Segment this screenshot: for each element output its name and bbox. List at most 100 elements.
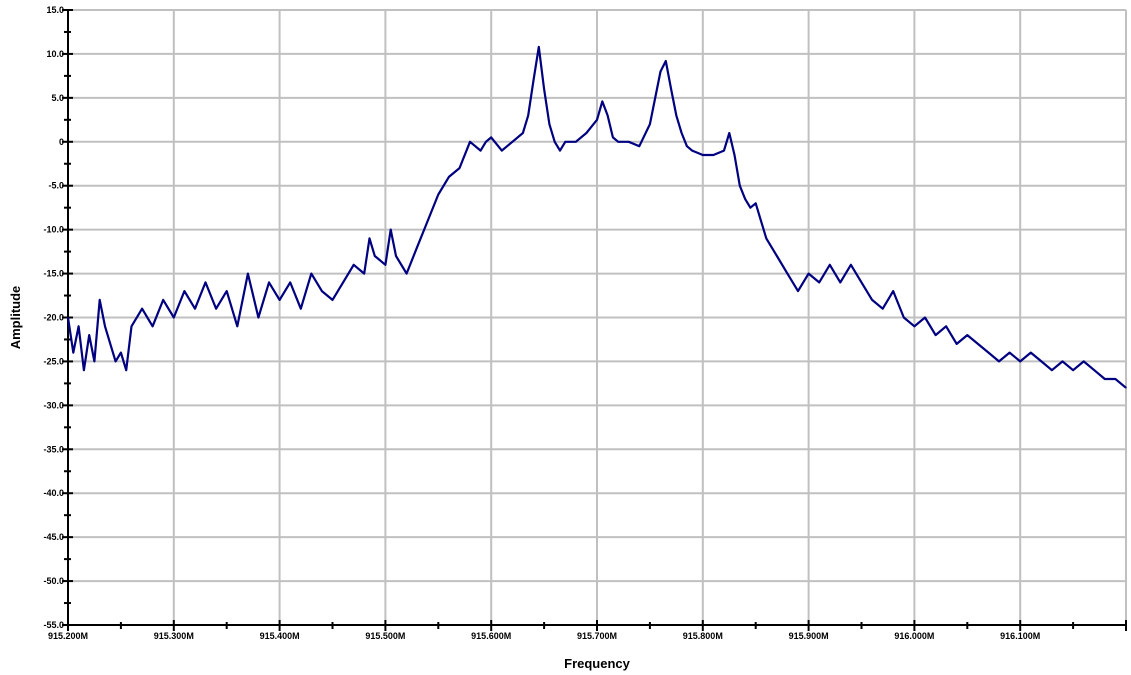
data-point — [99, 299, 101, 301]
data-point — [977, 343, 979, 345]
data-point — [384, 264, 386, 266]
data-point — [268, 281, 270, 283]
data-point — [104, 325, 106, 327]
data-point — [860, 281, 863, 283]
data-point — [606, 114, 609, 117]
y-tick-label: -40.0 — [43, 488, 64, 498]
data-point — [1104, 378, 1106, 380]
data-point — [125, 369, 127, 371]
data-point — [945, 325, 947, 327]
data-point — [1009, 352, 1011, 354]
data-point — [913, 325, 916, 327]
data-point — [109, 343, 111, 345]
data-point — [723, 149, 725, 152]
data-point — [1072, 369, 1074, 371]
data-point — [850, 264, 852, 266]
x-tick-labels: 915.200M 915.300M 915.400M 915.500M 915.600M… — [48, 631, 1040, 641]
data-point — [649, 123, 651, 125]
y-tick-label: -30.0 — [43, 400, 64, 410]
data-point — [226, 290, 228, 292]
x-tick-label: 916.000M — [894, 631, 934, 641]
data-point — [765, 237, 767, 240]
data-point — [390, 229, 392, 231]
data-point — [448, 176, 450, 178]
data-point — [903, 316, 905, 319]
data-point — [480, 149, 482, 152]
x-tick-label: 915.900M — [789, 631, 829, 641]
y-tick-labels: 15.0 10.0 5.0 0 -5.0 -10.0 -15.0 -20.0 -25.0 -30.… — [43, 5, 64, 630]
data-point — [204, 281, 207, 283]
data-point — [331, 299, 334, 301]
data-point — [173, 316, 175, 319]
data-point — [596, 119, 598, 121]
data-point — [564, 141, 566, 143]
data-point — [670, 88, 672, 90]
data-point — [712, 154, 714, 156]
data-point — [247, 272, 249, 275]
data-point — [72, 352, 74, 354]
data-point — [236, 325, 238, 327]
data-point — [601, 100, 603, 102]
grid — [67, 9, 1127, 626]
data-point — [374, 255, 376, 257]
series-line — [66, 45, 1127, 389]
y-tick-label: -5.0 — [48, 181, 64, 191]
x-tick-label: 915.600M — [471, 631, 511, 641]
data-point — [88, 334, 90, 336]
data-point — [115, 360, 117, 363]
tick-marks — [62, 9, 1127, 631]
data-point — [120, 352, 122, 354]
data-point — [966, 334, 968, 336]
data-point — [289, 281, 291, 283]
data-point — [755, 202, 757, 204]
data-point — [363, 272, 365, 275]
x-axis-title: Frequency — [564, 656, 631, 671]
data-point — [934, 334, 937, 336]
data-point — [638, 145, 640, 147]
x-tick-label: 916.100M — [1000, 631, 1040, 641]
data-point — [511, 141, 513, 143]
data-point — [1030, 352, 1032, 354]
y-tick-label: -55.0 — [43, 620, 64, 630]
data-point — [321, 290, 323, 292]
data-point — [659, 70, 662, 73]
x-tick-label: 915.800M — [683, 631, 723, 641]
data-point — [617, 141, 619, 143]
y-axis-title: Amplitude — [8, 286, 23, 350]
data-point — [1051, 369, 1053, 371]
y-tick-label: 5.0 — [51, 93, 64, 103]
data-point — [77, 325, 80, 327]
data-point — [786, 272, 789, 275]
data-point — [686, 145, 688, 147]
x-tick-label: 915.700M — [577, 631, 617, 641]
data-point — [141, 308, 143, 310]
y-tick-label: 10.0 — [46, 49, 64, 59]
data-point — [395, 255, 397, 257]
data-point — [532, 79, 535, 81]
y-tick-label: 0 — [59, 137, 64, 147]
y-tick-label: -35.0 — [43, 444, 64, 454]
data-point — [501, 149, 503, 152]
y-tick-label: -15.0 — [43, 269, 64, 279]
data-point — [665, 60, 667, 62]
data-point — [368, 237, 371, 240]
data-point — [1083, 360, 1085, 363]
data-point — [760, 220, 762, 222]
data-point — [427, 220, 429, 222]
data-point — [871, 299, 873, 301]
data-point — [538, 46, 540, 48]
x-tick-label: 915.300M — [154, 631, 194, 641]
data-point — [612, 136, 614, 138]
y-tick-label: -10.0 — [43, 225, 64, 235]
data-point — [559, 149, 561, 152]
y-tick-label: -45.0 — [43, 532, 64, 542]
data-point — [739, 185, 741, 187]
data-point — [882, 308, 884, 310]
data-point — [548, 123, 550, 125]
data-point — [1040, 360, 1042, 363]
data-point — [1061, 360, 1064, 363]
data-point — [1125, 387, 1127, 389]
data-point — [585, 132, 588, 134]
